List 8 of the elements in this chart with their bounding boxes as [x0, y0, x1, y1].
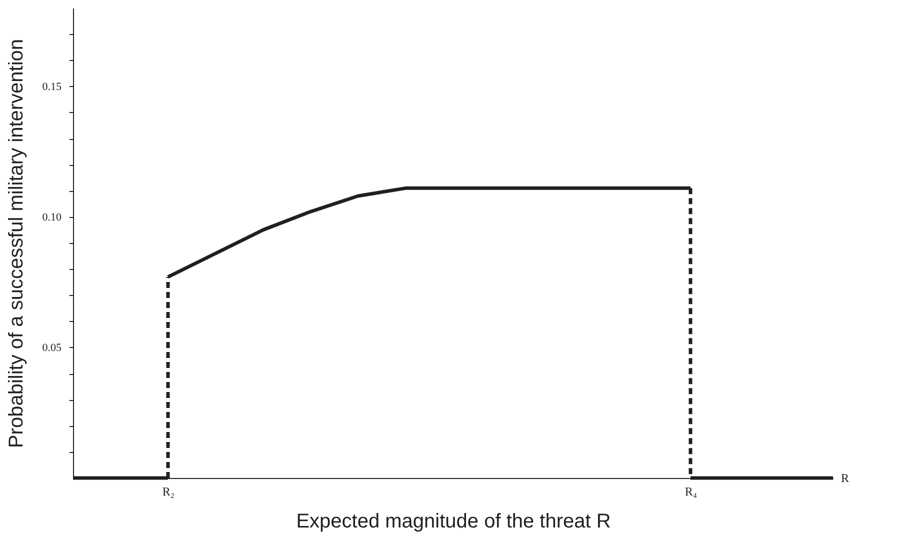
y-tick-label: 0.05 [42, 342, 62, 354]
x-tick-label: R₄ [684, 484, 698, 498]
y-axis-title: Probability of a successful military intervention [5, 38, 28, 448]
y-tick-label: 0.15 [42, 80, 62, 93]
x-axis-title: Expected magnitude of the threat R [296, 510, 611, 532]
y-tick-label: 0.10 [42, 211, 62, 224]
text: R [841, 471, 850, 485]
x-tick-label: R₂ [162, 484, 175, 498]
